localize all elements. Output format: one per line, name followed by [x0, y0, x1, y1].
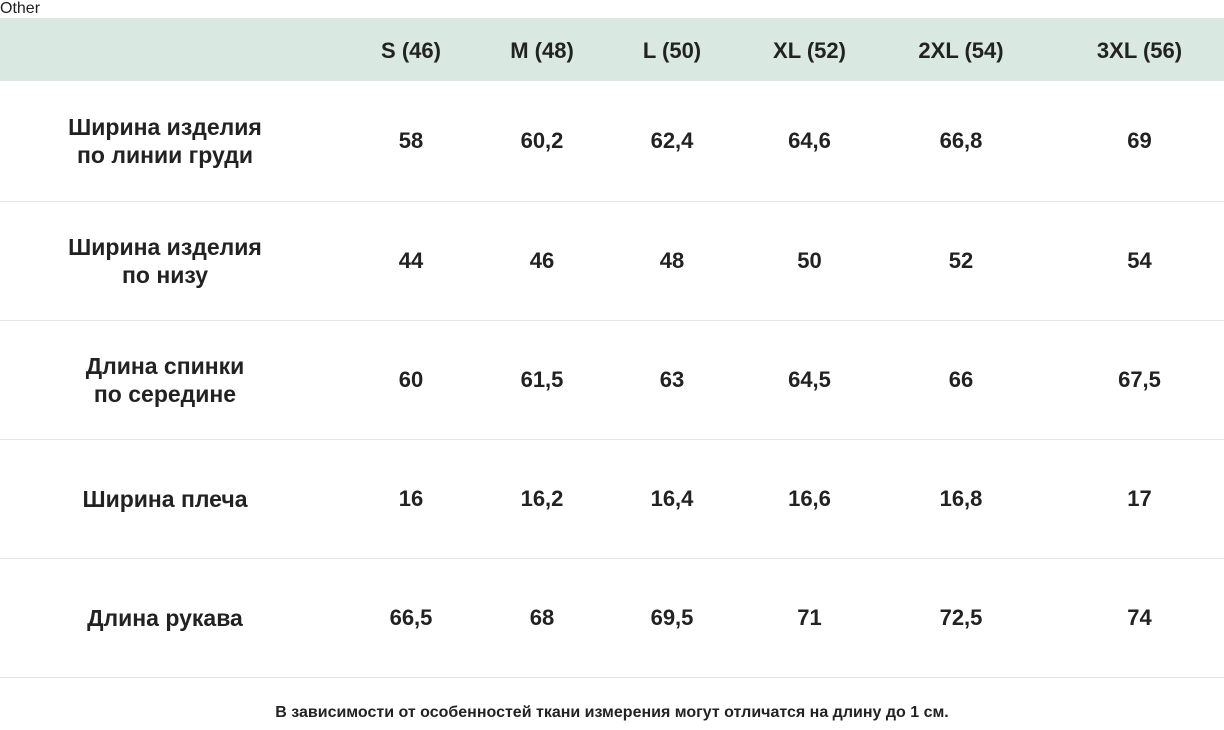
header-size-l: L (50)	[642, 37, 702, 63]
table-cell: 72,5	[939, 604, 983, 630]
header-size-xl: XL (52)	[773, 37, 846, 63]
table-cell: 16,2	[520, 485, 564, 511]
table-cell: 48	[659, 247, 685, 273]
table-cell: 66	[948, 366, 974, 392]
table-cell: 16,4	[650, 485, 694, 511]
table-cell: 68	[529, 604, 555, 630]
table-cell: 17	[1127, 485, 1152, 511]
table-cell: 69	[1127, 127, 1152, 153]
table-row: Ширина изделия по низу 44 46 48 50 52 54	[0, 201, 1224, 320]
table-cell: 60	[398, 366, 424, 392]
table-cell: 58	[398, 127, 424, 153]
table-row: Ширина плеча 16 16,2 16,4 16,6 16,8 17	[0, 439, 1224, 558]
table-header: S (46) M (48) L (50) XL (52) 2XL (54) 3X…	[0, 18, 1224, 81]
table-cell: 66,5	[389, 604, 433, 630]
table-cell: 16,6	[788, 485, 831, 511]
header-row: S (46) M (48) L (50) XL (52) 2XL (54) 3X…	[0, 18, 1224, 81]
measurement-footnote: В зависимости от особенностей ткани изме…	[275, 704, 949, 721]
table-cell: 61,5	[520, 366, 564, 392]
row-label: Длина рукава	[87, 604, 243, 631]
table-cell: 64,5	[788, 366, 831, 392]
header-size-3xl: 3XL (56)	[1096, 37, 1183, 63]
size-chart-page: S (46) M (48) L (50) XL (52) 2XL (54) 3X…	[0, 18, 1224, 730]
table-cell: 69,5	[650, 604, 694, 630]
table-cell: 62,4	[650, 127, 694, 153]
table-row: Длина рукава 66,5 68 69,5 71 72,5 74	[0, 558, 1224, 677]
table-cell: 44	[398, 247, 424, 273]
table-cell: 50	[797, 247, 822, 273]
table-row: Длина спинки по середине 60 61,5 63 64,5…	[0, 320, 1224, 439]
table-cell: 64,6	[788, 127, 831, 153]
table-cell: 60,2	[520, 127, 564, 153]
header-size-m: M (48)	[510, 37, 574, 63]
header-empty-cell	[0, 18, 330, 81]
table-cell: 74	[1127, 604, 1152, 630]
row-label: Ширина плеча	[82, 485, 248, 512]
table-cell: 63	[659, 366, 685, 392]
size-chart-table: S (46) M (48) L (50) XL (52) 2XL (54) 3X…	[0, 18, 1224, 678]
table-row: Ширина изделия по линии груди 58 60,2 62…	[0, 81, 1224, 201]
table-cell: 67,5	[1118, 366, 1161, 392]
table-cell: 16,8	[939, 485, 983, 511]
table-cell: 66,8	[939, 127, 983, 153]
row-label: Длина спинки по середине	[85, 352, 245, 407]
table-body: Ширина изделия по линии груди 58 60,2 62…	[0, 81, 1224, 677]
table-cell: 46	[529, 247, 555, 273]
header-size-2xl: 2XL (54)	[918, 37, 1004, 63]
row-label: Ширина изделия по линии груди	[68, 113, 262, 168]
table-cell: 54	[1127, 247, 1152, 273]
table-cell: 52	[948, 247, 974, 273]
table-cell: 71	[797, 604, 822, 630]
header-size-s: S (46)	[381, 37, 441, 63]
table-cell: 16	[398, 485, 424, 511]
row-label: Ширина изделия по низу	[68, 233, 262, 288]
